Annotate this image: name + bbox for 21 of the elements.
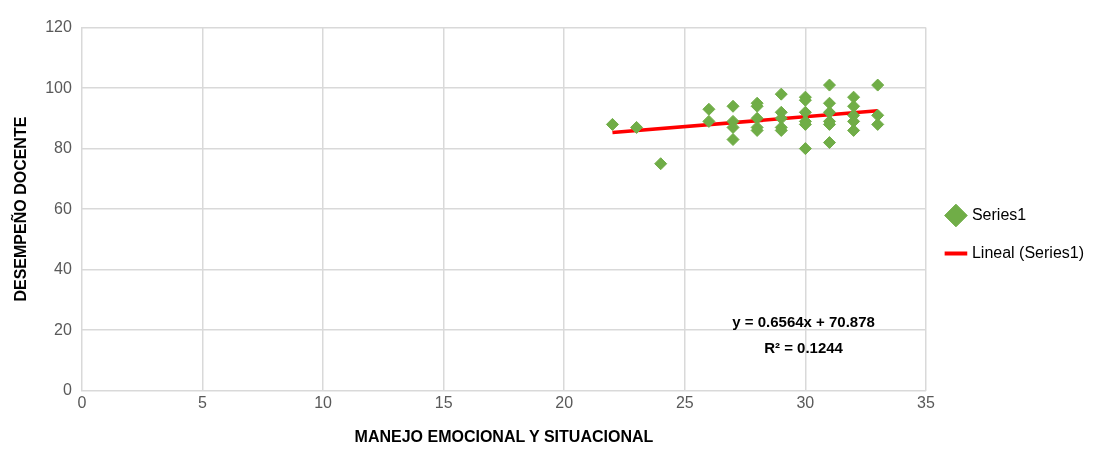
annotation: R² = 0.1244	[764, 339, 844, 357]
y-tick-label: 40	[54, 260, 72, 278]
y-tick-label: 100	[45, 78, 72, 96]
x-tick-label: 20	[555, 393, 574, 411]
y-tick-label: 20	[54, 320, 72, 338]
y-tick-label: 60	[54, 199, 72, 217]
x-tick-label: 30	[796, 393, 815, 411]
y-tick-label: 120	[45, 18, 72, 36]
y-axis-title: DESEMPEÑO DOCENTE	[10, 116, 30, 302]
legend-label: Lineal (Series1)	[971, 243, 1085, 261]
y-tick-label: 0	[62, 381, 72, 399]
legend-label: Series1	[971, 205, 1027, 223]
x-tick-label: 10	[314, 393, 333, 411]
x-tick-label: 15	[434, 393, 453, 411]
y-tick-label: 80	[54, 139, 72, 157]
x-tick-label: 5	[198, 393, 208, 411]
x-tick-label: 35	[917, 393, 935, 411]
x-axis-title: MANEJO EMOCIONAL Y SITUACIONAL	[354, 427, 654, 445]
x-tick-label: 0	[77, 393, 87, 411]
x-tick-label: 25	[675, 393, 694, 411]
annotation: y = 0.6564x + 70.878	[732, 313, 875, 331]
